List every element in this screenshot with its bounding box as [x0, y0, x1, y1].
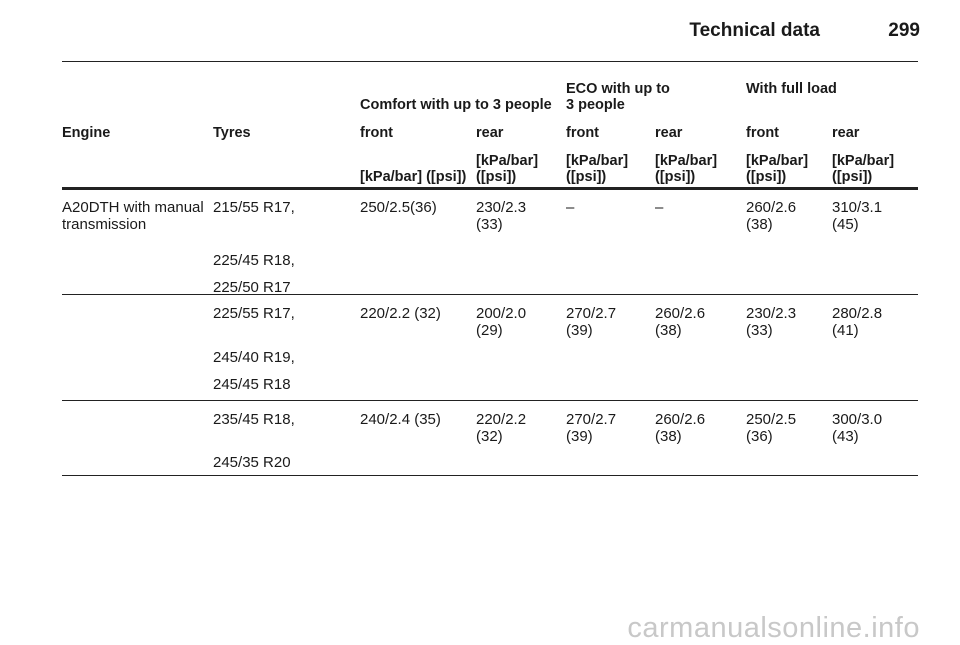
- unit-header: [kPa/bar] ([psi]): [476, 153, 539, 185]
- table-header-rule: [62, 187, 918, 190]
- pressure-cell: 250/2.5 (36): [746, 411, 797, 445]
- group-header: ECO with up to 3 people: [566, 81, 670, 113]
- watermark: carmanualsonline.info: [627, 612, 920, 644]
- unit-header: [kPa/bar] ([psi]): [360, 169, 467, 185]
- pressure-cell: 260/2.6 (38): [655, 411, 706, 445]
- row-rule: [62, 400, 918, 401]
- header-rule: [62, 61, 918, 62]
- pressure-cell: 230/2.3 (33): [746, 305, 797, 339]
- pressure-cell: 250/2.5(36): [360, 199, 437, 216]
- page-number: 299: [888, 20, 920, 41]
- group-header: With full load: [746, 81, 837, 97]
- tyre-cell: 235/45 R18,: [213, 411, 295, 428]
- tyre-cell: 245/40 R19,: [213, 349, 295, 366]
- pressure-cell: 220/2.2 (32): [476, 411, 527, 445]
- column-header: front: [360, 125, 394, 141]
- pressure-cell: 270/2.7 (39): [566, 411, 617, 445]
- tyre-cell: 225/45 R18,: [213, 252, 295, 269]
- column-header: Engine: [62, 125, 111, 141]
- column-header: Tyres: [213, 125, 251, 141]
- column-header: rear: [476, 125, 504, 141]
- pressure-cell: 310/3.1 (45): [832, 199, 883, 233]
- pressure-cell: 230/2.3 (33): [476, 199, 527, 233]
- group-header: Comfort with up to 3 people: [360, 97, 552, 113]
- column-header: front: [566, 125, 600, 141]
- pressure-cell: –: [655, 199, 664, 216]
- pressure-cell: –: [566, 199, 575, 216]
- tyre-cell: 225/50 R17: [213, 279, 291, 296]
- unit-header: [kPa/bar] ([psi]): [566, 153, 629, 185]
- unit-header: [kPa/bar] ([psi]): [832, 153, 895, 185]
- tyre-cell: 245/35 R20: [213, 454, 291, 471]
- tyre-cell: 245/45 R18: [213, 376, 291, 393]
- engine-cell: A20DTH with manual transmission: [62, 199, 204, 233]
- tyre-cell: 225/55 R17,: [213, 305, 295, 322]
- tyre-cell: 215/55 R17,: [213, 199, 295, 216]
- pressure-cell: 220/2.2 (32): [360, 305, 441, 322]
- unit-header: [kPa/bar] ([psi]): [655, 153, 718, 185]
- pressure-cell: 280/2.8 (41): [832, 305, 883, 339]
- unit-header: [kPa/bar] ([psi]): [746, 153, 809, 185]
- pressure-cell: 270/2.7 (39): [566, 305, 617, 339]
- page-title: Technical data: [689, 20, 820, 41]
- row-rule: [62, 475, 918, 476]
- column-header: front: [746, 125, 780, 141]
- row-rule: [62, 294, 918, 295]
- column-header: rear: [832, 125, 860, 141]
- pressure-cell: 300/3.0 (43): [832, 411, 883, 445]
- column-header: rear: [655, 125, 683, 141]
- pressure-cell: 260/2.6 (38): [655, 305, 706, 339]
- pressure-cell: 240/2.4 (35): [360, 411, 441, 428]
- pressure-cell: 260/2.6 (38): [746, 199, 797, 233]
- pressure-cell: 200/2.0 (29): [476, 305, 527, 339]
